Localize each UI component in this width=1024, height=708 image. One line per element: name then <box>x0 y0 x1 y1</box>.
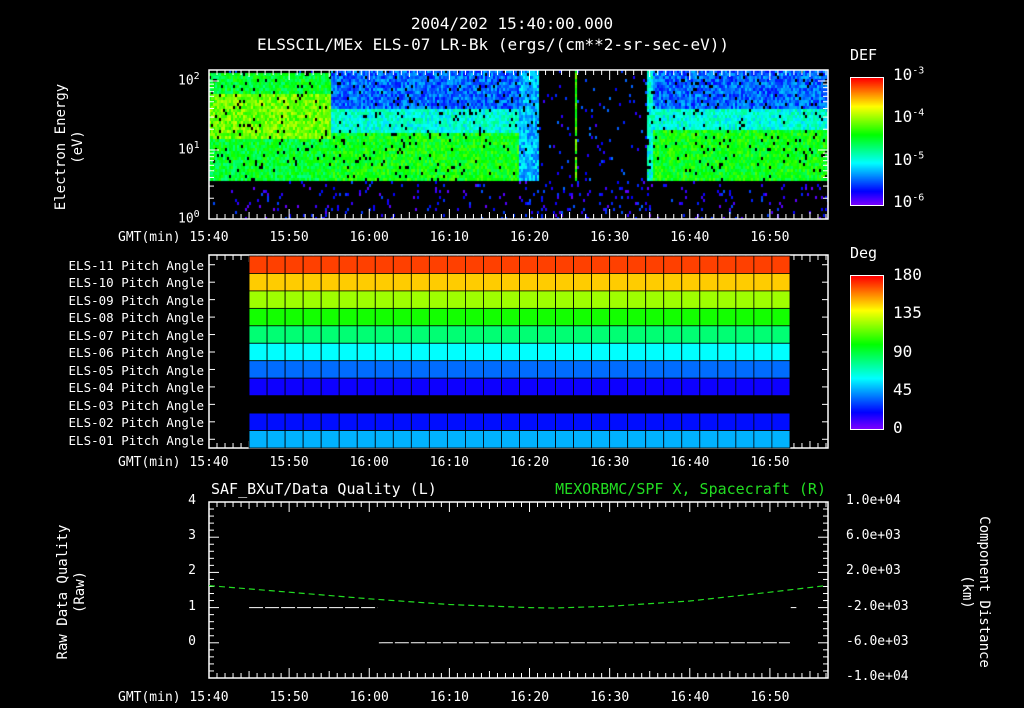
left-series-title: SAF_BXuT/Data Quality (L) <box>211 480 437 498</box>
time-tick-label: 16:10 <box>429 690 469 705</box>
time-tick-label: 15:40 <box>189 690 229 705</box>
time-tick-label: 15:50 <box>269 455 309 470</box>
time-tick-label: 16:20 <box>509 455 550 470</box>
time-tick-label: 16:50 <box>750 690 790 705</box>
time-tick-label: 15:40 <box>189 230 229 245</box>
def-colorbar-title: DEF <box>850 46 878 64</box>
distance-ylabel: Component Distance (km) <box>959 516 992 668</box>
distance-tick-label: 1.0e+04 <box>846 493 901 508</box>
pitch-angle-row-label: ELS-10 Pitch Angle <box>68 275 204 291</box>
quality-tick-label: 1 <box>188 598 196 614</box>
time-tick-label: 16:20 <box>509 690 550 705</box>
pitch-angle-row-label: ELS-07 Pitch Angle <box>68 327 204 343</box>
time-tick-label: 16:40 <box>670 455 710 470</box>
pitch-angle-row-label: ELS-11 Pitch Angle <box>68 258 204 273</box>
deg-colorbar-tick: 0 <box>893 418 903 437</box>
time-tick-label: 16:50 <box>750 230 790 245</box>
distance-tick-label: 2.0e+03 <box>846 563 901 579</box>
deg-colorbar <box>850 275 884 430</box>
time-tick-label: 16:10 <box>429 230 469 245</box>
time-tick-label: 15:50 <box>269 690 309 705</box>
right-series-title: MEXORBMC/SPF X, Spacecraft (R) <box>555 480 826 498</box>
pitch-angle-row-label: ELS-06 Pitch Angle <box>68 345 204 361</box>
spf-x-distance-line <box>208 585 827 609</box>
distance-tick-label: -1.0e+04 <box>846 669 909 684</box>
distance-tick-label: -6.0e+03 <box>846 633 909 649</box>
quality-distance-frame <box>208 501 829 679</box>
time-tick-label: 16:10 <box>429 455 469 470</box>
time-axis-label: GMT(min) <box>118 455 181 470</box>
time-tick-label: 16:50 <box>750 455 790 470</box>
def-colorbar-tick: 10-3 <box>893 65 925 84</box>
deg-colorbar-tick: 90 <box>893 341 913 361</box>
pitch-angle-row-label: ELS-08 Pitch Angle <box>68 310 204 326</box>
time-tick-label: 15:40 <box>189 455 229 470</box>
time-tick-label: 16:00 <box>349 455 389 470</box>
time-tick-label: 16:40 <box>670 230 710 245</box>
quality-tick-label: 3 <box>188 528 196 544</box>
quality-tick-label: 0 <box>188 633 196 649</box>
quality-ylabel: Raw Data Quality (Raw) <box>55 524 88 660</box>
def-colorbar-tick: 10-6 <box>893 192 925 211</box>
pitch-angle-row-label: ELS-05 Pitch Angle <box>68 362 204 378</box>
def-colorbar-tick: 10-5 <box>893 149 925 169</box>
time-tick-label: 16:30 <box>590 690 630 705</box>
def-colorbar-tick: 10-4 <box>893 107 925 127</box>
energy-tick-label: 100 <box>178 209 200 227</box>
time-axis-label: GMT(min) <box>118 690 181 705</box>
distance-tick-label: -2.0e+03 <box>846 598 909 614</box>
pitch-angle-row-label: ELS-09 Pitch Angle <box>68 292 204 308</box>
time-tick-label: 16:00 <box>349 690 389 705</box>
time-tick-label: 16:40 <box>670 690 710 705</box>
time-tick-label: 16:00 <box>349 230 389 245</box>
deg-colorbar-title: Deg <box>850 244 878 262</box>
energy-tick-label: 101 <box>178 140 200 158</box>
def-colorbar <box>850 77 884 206</box>
pitch-angle-row-label: ELS-02 Pitch Angle <box>68 415 204 431</box>
plot-title-time: 2004/202 15:40:00.000 <box>410 14 614 33</box>
pitch-angle-cell <box>771 377 791 397</box>
deg-colorbar-tick: 135 <box>893 303 922 323</box>
energy-tick-label: 102 <box>178 71 200 89</box>
time-tick-label: 15:50 <box>269 230 309 245</box>
pitch-angle-cell <box>771 430 791 449</box>
quality-tick-label: 2 <box>188 563 196 579</box>
time-tick-label: 16:30 <box>590 230 630 245</box>
pitch-angle-row-label: ELS-03 Pitch Angle <box>68 397 204 413</box>
plot-title-product: ELSSCIL/MEx ELS-07 LR-Bk (ergs/(cm**2-sr… <box>256 35 730 54</box>
pitch-angle-row-label: ELS-01 Pitch Angle <box>68 432 204 448</box>
pitch-angle-row-label: ELS-04 Pitch Angle <box>68 380 204 396</box>
quality-tick-label: 4 <box>188 493 196 508</box>
distance-tick-label: 6.0e+03 <box>846 528 901 544</box>
deg-colorbar-tick: 180 <box>893 265 922 284</box>
time-tick-label: 16:30 <box>590 455 630 470</box>
deg-colorbar-tick: 45 <box>893 379 913 399</box>
time-axis-label: GMT(min) <box>118 230 181 245</box>
time-tick-label: 16:20 <box>509 230 550 245</box>
